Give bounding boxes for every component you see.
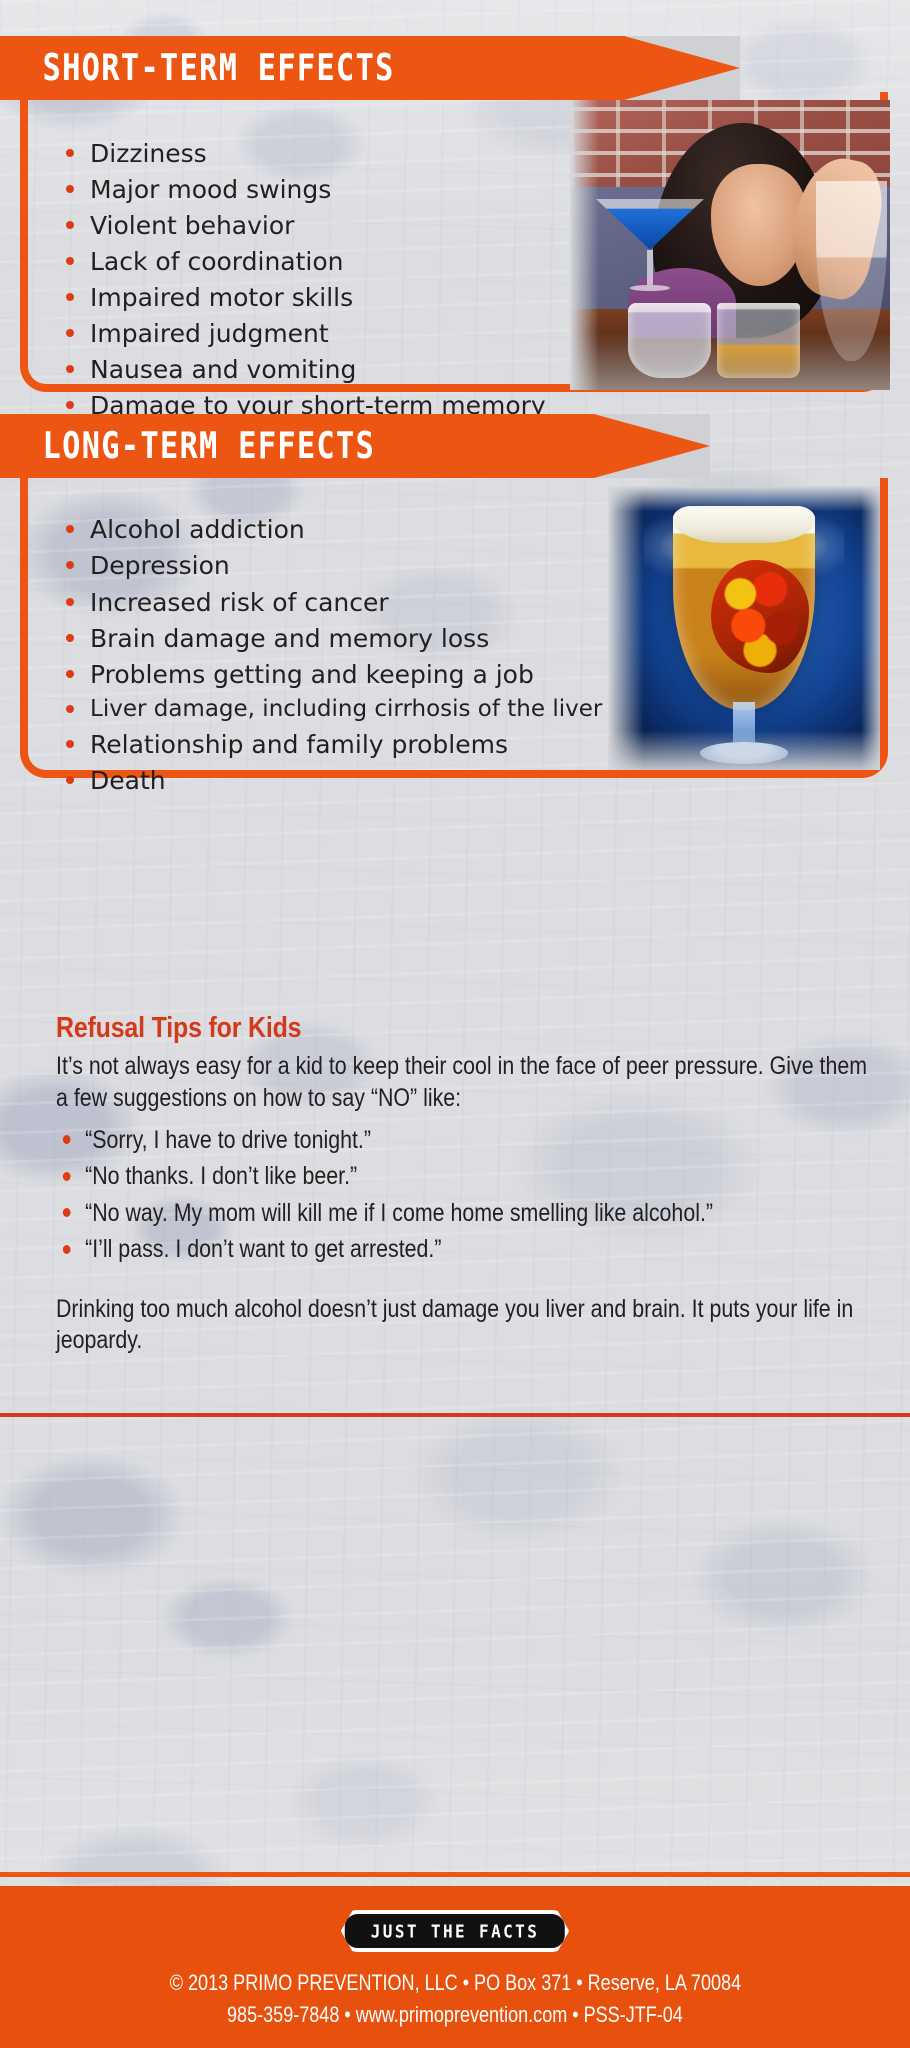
just-the-facts-badge: JUST THE FACTS [341, 1910, 569, 1952]
list-item: Alcohol addiction [56, 512, 656, 548]
list-item: Relationship and family problems [56, 727, 656, 763]
list-item: Death [56, 763, 656, 799]
refusal-tips-heading: Refusal Tips for Kids [56, 1012, 302, 1044]
short-term-effects-list: Dizziness Major mood swings Violent beha… [56, 136, 576, 424]
list-item: “No thanks. I don’t like beer.” [56, 1158, 899, 1195]
long-term-effects-banner: LONG-TERM EFFECTS [0, 414, 710, 478]
list-item: Depression [56, 548, 656, 584]
list-item: Dizziness [56, 136, 576, 172]
beer-glass-liver-photo [608, 486, 880, 770]
photo-edge-fade [608, 486, 880, 770]
short-term-effects-title: SHORT-TERM EFFECTS [42, 46, 395, 90]
woman-at-bar-photo [570, 100, 890, 390]
long-term-effects-card [20, 478, 888, 778]
list-item: “Sorry, I have to drive tonight.” [56, 1122, 899, 1159]
list-item: Increased risk of cancer [56, 585, 656, 621]
long-term-effects-title: LONG-TERM EFFECTS [42, 424, 376, 468]
refusal-quotes-list: “Sorry, I have to drive tonight.” “No th… [56, 1122, 870, 1268]
photo-edge-fade [570, 100, 890, 390]
footer-contact-line: 985-359-7848 • www.primoprevention.com •… [0, 2002, 910, 2028]
list-item: Lack of coordination [56, 244, 576, 280]
section-divider-rule [0, 1413, 910, 1417]
list-item: “No way. My mom will kill me if I come h… [56, 1195, 899, 1232]
list-item: Problems getting and keeping a job [56, 657, 656, 693]
refusal-tips-closing: Drinking too much alcohol doesn’t just d… [56, 1294, 854, 1355]
long-term-effects-list: Alcohol addiction Depression Increased r… [56, 512, 656, 799]
list-item: Brain damage and memory loss [56, 621, 656, 657]
footer-contact-text: 985-359-7848 • www.primoprevention.com •… [227, 2002, 683, 2027]
list-item: Major mood swings [56, 172, 576, 208]
banner-chevron-notch [610, 36, 740, 100]
list-item: Impaired motor skills [56, 280, 576, 316]
just-the-facts-badge-label: JUST THE FACTS [370, 1920, 540, 1942]
list-item: Liver damage, including cirrhosis of the… [56, 693, 656, 726]
list-item: Nausea and vomiting [56, 352, 576, 388]
footer-top-accent-line [0, 1872, 910, 1877]
short-term-effects-banner: SHORT-TERM EFFECTS [0, 36, 740, 100]
list-item: Impaired judgment [56, 316, 576, 352]
footer-copyright-text: © 2013 PRIMO PREVENTION, LLC • PO Box 37… [169, 1970, 741, 1995]
page-footer: JUST THE FACTS © 2013 PRIMO PREVENTION, … [0, 1886, 910, 2048]
banner-chevron-notch [580, 414, 710, 478]
footer-copyright-line: © 2013 PRIMO PREVENTION, LLC • PO Box 37… [0, 1970, 910, 1996]
list-item: Violent behavior [56, 208, 576, 244]
refusal-tips-intro: It’s not always easy for a kid to keep t… [56, 1052, 868, 1112]
list-item: “I’ll pass. I don’t want to get arrested… [56, 1231, 899, 1268]
refusal-tips-block: Refusal Tips for Kids It’s not always ea… [56, 1012, 870, 1357]
